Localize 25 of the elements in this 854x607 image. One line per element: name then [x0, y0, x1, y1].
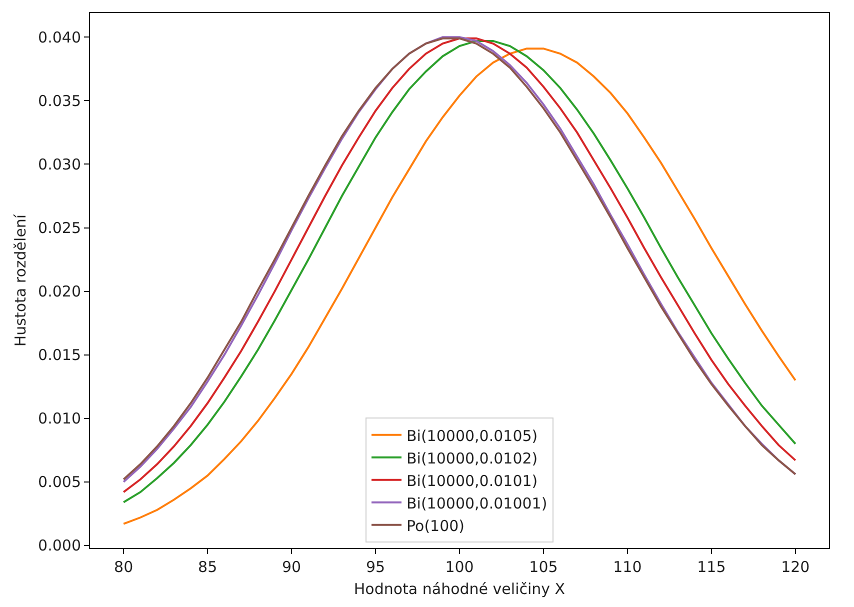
x-tick-label: 80 — [114, 558, 134, 576]
x-tick-label: 115 — [697, 558, 726, 576]
y-tick-label: 0.020 — [38, 282, 81, 301]
x-tick-label: 105 — [529, 558, 558, 576]
legend-label: Bi(10000,0.0101) — [406, 472, 538, 490]
y-tick-label: 0.035 — [38, 92, 81, 110]
y-tick-label: 0.015 — [38, 346, 81, 364]
y-tick-label: 0.030 — [38, 155, 81, 174]
y-tick-label: 0.005 — [38, 473, 81, 492]
x-tick-label: 85 — [198, 558, 218, 576]
legend-label: Bi(10000,0.0105) — [406, 426, 538, 445]
legend-label: Bi(10000,0.0102) — [406, 449, 538, 468]
x-tick-label: 100 — [445, 558, 474, 576]
x-tick-label: 120 — [781, 558, 810, 576]
x-tick-label: 110 — [613, 558, 642, 576]
y-tick-label: 0.010 — [38, 410, 81, 428]
y-axis-title: Hustota rozdělení — [11, 214, 30, 347]
x-tick-label: 95 — [366, 558, 386, 576]
x-axis-title: Hodnota náhodné veličiny X — [354, 580, 566, 598]
y-tick-label: 0.025 — [38, 219, 81, 238]
x-tick-label: 90 — [282, 558, 302, 576]
legend-label: Po(100) — [406, 516, 465, 535]
y-tick-label: 0.000 — [38, 536, 81, 555]
legend-label: Bi(10000,0.01001) — [406, 494, 548, 512]
y-tick-label: 0.040 — [38, 28, 81, 46]
